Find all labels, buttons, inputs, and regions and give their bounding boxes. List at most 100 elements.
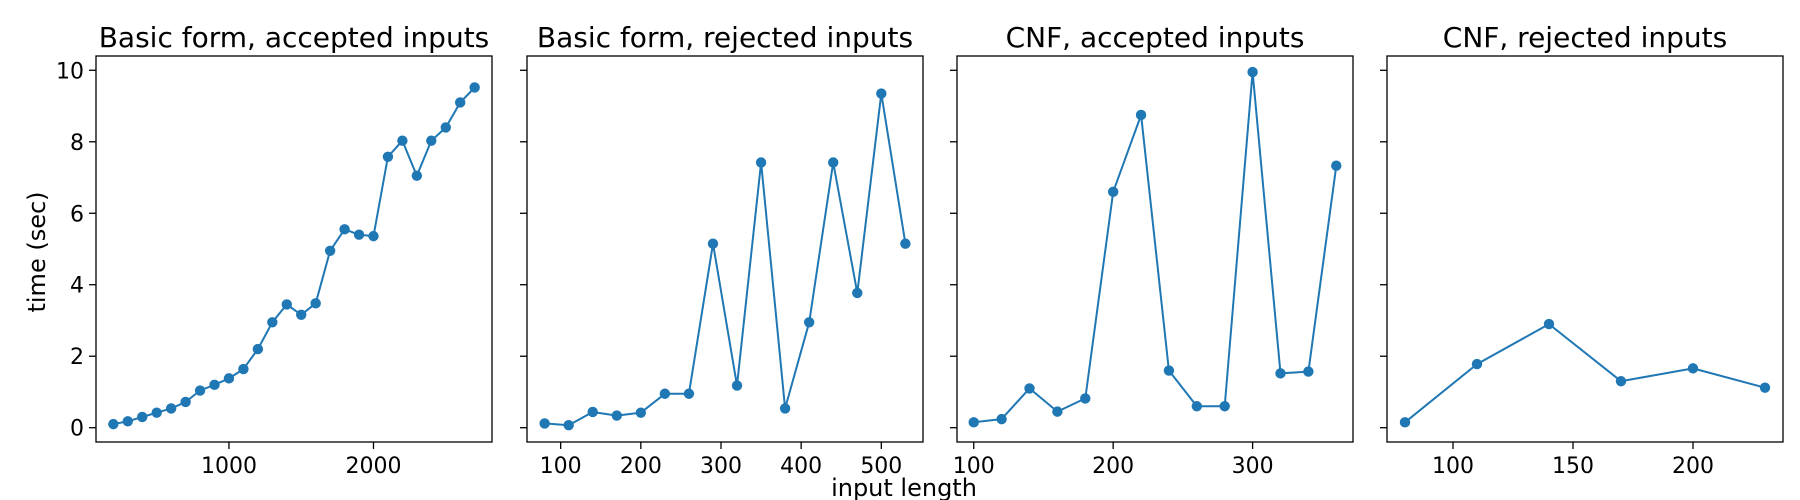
data-point — [1191, 401, 1203, 412]
data-point — [1615, 376, 1627, 387]
data-point — [779, 403, 791, 414]
data-point — [267, 317, 278, 328]
data-point — [223, 373, 235, 384]
data-point — [828, 157, 839, 168]
axes-frame — [526, 55, 924, 443]
chart-panel-3: CNF, accepted inputs 100 200 300 — [950, 21, 1354, 479]
x-tick-label: 400 — [780, 454, 822, 479]
y-tick-label: 4 — [70, 274, 84, 299]
y-tick-label: 8 — [70, 131, 84, 156]
data-point — [151, 407, 162, 418]
data-point — [411, 170, 423, 181]
data-point — [659, 388, 671, 399]
data-point — [469, 82, 480, 93]
x-tick-label: 2000 — [345, 454, 401, 479]
data-point — [611, 410, 622, 421]
data-point — [1275, 368, 1286, 379]
x-tick-label: 300 — [700, 454, 742, 479]
x-tick-label: 150 — [1552, 454, 1594, 479]
y-tick-label: 2 — [70, 345, 84, 370]
data-point — [1219, 401, 1230, 412]
panel-title: Basic form, accepted inputs — [99, 21, 490, 54]
x-tick-label: 300 — [1232, 454, 1274, 479]
x-tick-label: 100 — [953, 454, 995, 479]
y-tick-label: 10 — [56, 59, 84, 84]
x-tick-label: 200 — [1092, 454, 1134, 479]
series-line — [544, 92, 907, 427]
data-point — [397, 135, 408, 146]
series-line — [973, 71, 1338, 424]
data-point — [1759, 382, 1771, 393]
panel-title: CNF, accepted inputs — [1006, 21, 1305, 54]
data-point — [635, 407, 647, 418]
series-line — [113, 86, 476, 426]
data-point — [755, 157, 767, 168]
data-point — [1080, 393, 1091, 404]
data-point — [353, 229, 365, 240]
data-point — [165, 403, 177, 414]
data-point — [339, 224, 350, 235]
data-point — [238, 363, 249, 375]
data-point — [281, 299, 292, 310]
data-point — [563, 420, 574, 431]
data-point — [180, 396, 191, 408]
data-point — [683, 388, 695, 399]
x-tick-label: 100 — [1432, 454, 1474, 479]
data-point — [324, 245, 336, 256]
series-line — [1404, 323, 1766, 424]
data-point — [900, 238, 911, 249]
data-point — [296, 309, 307, 320]
x-tick-label: 100 — [540, 454, 582, 479]
x-tick-label: 1000 — [201, 454, 257, 479]
chart-panel-1: Basic form, accepted inputs 0 2 4 6 8 10 1000 20… — [56, 21, 493, 479]
chart-panel-2: Basic form, rejected inputs 100 200 300 400 5… — [520, 21, 924, 479]
data-point — [194, 385, 206, 396]
data-point — [368, 230, 379, 242]
data-point — [426, 135, 437, 146]
y-tick-label: 0 — [70, 417, 84, 442]
data-point — [587, 406, 598, 418]
x-tick-label: 200 — [620, 454, 662, 479]
axes-frame — [956, 55, 1354, 443]
data-point — [108, 418, 119, 430]
data-point — [1163, 365, 1175, 376]
panel-title: Basic form, rejected inputs — [537, 21, 913, 54]
data-point — [455, 97, 466, 108]
data-point — [539, 418, 550, 429]
data-point — [1247, 66, 1258, 78]
x-tick-label: 200 — [1672, 454, 1714, 479]
data-point — [137, 411, 148, 423]
chart-panel-4: CNF, rejected inputs 100 150 200 — [1380, 21, 1784, 479]
x-tick-label: 500 — [860, 454, 902, 479]
data-point — [1052, 406, 1063, 417]
data-point — [122, 416, 133, 427]
data-point — [252, 343, 264, 355]
data-point — [731, 380, 743, 391]
panel-title: CNF, rejected inputs — [1443, 21, 1727, 54]
data-point — [209, 379, 220, 391]
data-point — [1543, 318, 1555, 330]
data-point — [1107, 186, 1119, 198]
shared-x-axis-label: input length — [831, 474, 977, 500]
data-point — [440, 122, 451, 133]
data-point — [876, 88, 887, 99]
data-point — [1024, 383, 1035, 394]
data-point — [1331, 160, 1342, 171]
data-point — [382, 151, 394, 162]
data-point — [1135, 109, 1147, 121]
axes-frame — [1386, 55, 1784, 443]
data-point — [852, 287, 863, 299]
data-point — [968, 417, 979, 428]
data-point — [1471, 358, 1483, 370]
data-point — [1303, 366, 1314, 377]
axes-frame — [95, 55, 493, 443]
data-point — [1687, 363, 1699, 374]
shared-y-axis-label: time (sec) — [23, 191, 51, 312]
y-tick-label: 6 — [70, 202, 84, 227]
data-point — [996, 413, 1007, 425]
data-point — [310, 298, 321, 309]
data-point — [803, 317, 815, 328]
data-point — [707, 238, 719, 249]
data-point — [1399, 417, 1411, 428]
